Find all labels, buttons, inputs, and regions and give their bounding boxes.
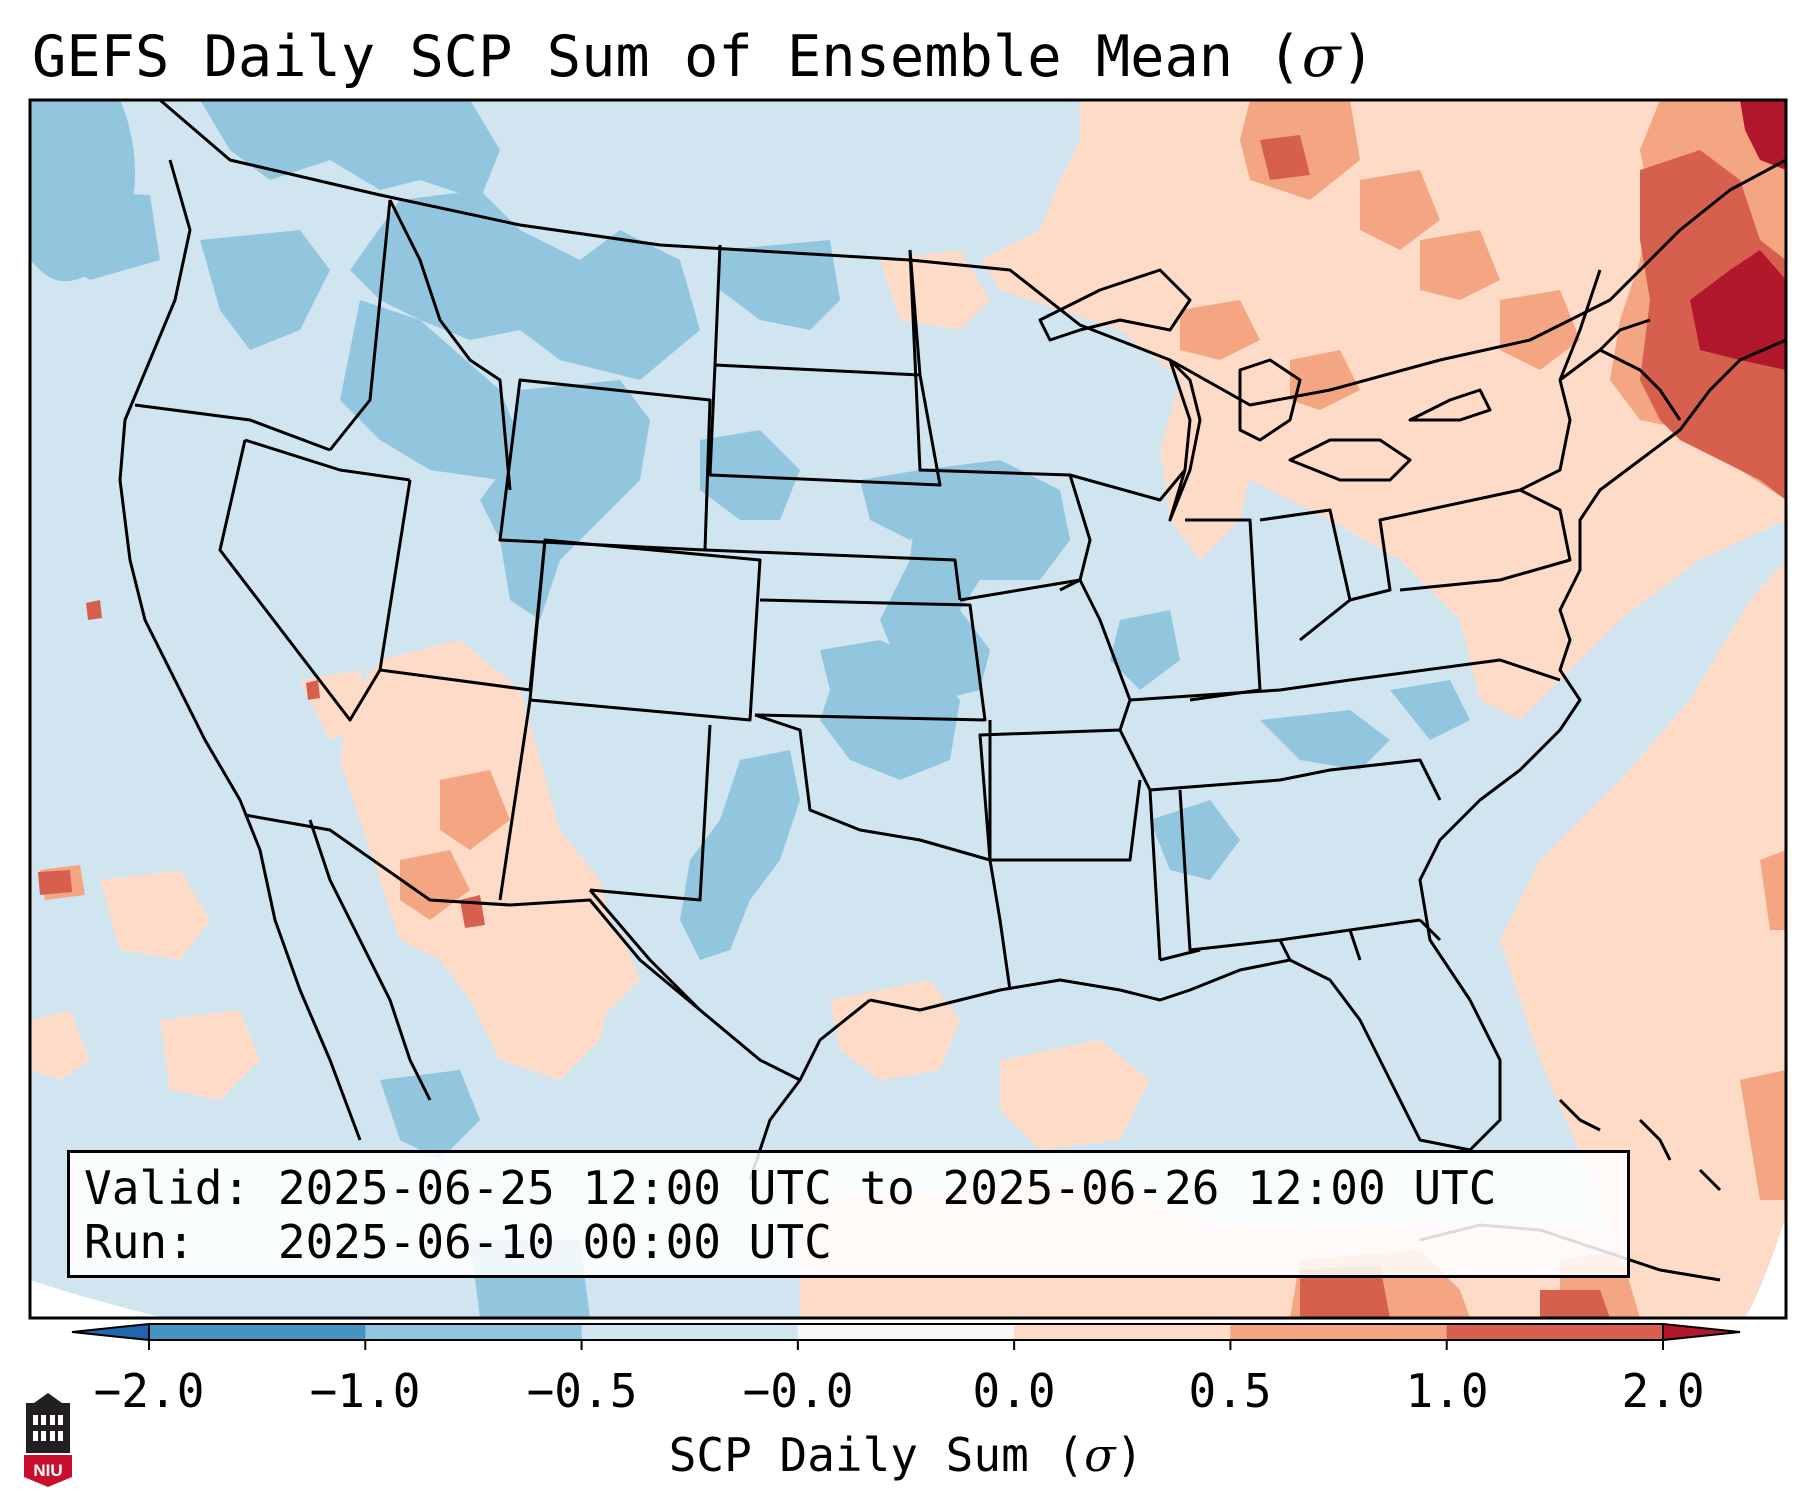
valid-line: Valid: 2025-06-25 12:00 UTC to 2025-06-2… [84,1161,1613,1215]
northeast-lines [1519,269,1682,492]
colorbar-tick-label: −0.5 [526,1364,638,1418]
map-frame [28,98,1788,1320]
california-nevada [244,438,411,482]
logo-text: NIU [33,1461,62,1480]
nebraska-kansas [704,548,987,722]
run-label: Run: [84,1215,195,1269]
colorbar-label-suffix: ) [1115,1428,1144,1482]
oregon-idaho [328,199,392,451]
colorbar-bin [581,1324,799,1340]
dakotas [708,244,942,487]
gulf-coast-states [1159,918,1442,962]
arizona-newmexico [498,699,712,902]
colorbar-tick-label: −1.0 [309,1364,421,1418]
colorbar-bin [1014,1324,1231,1340]
run-line: Run: 2025-06-10 00:00 UTC [84,1215,1613,1269]
colorbar-extend-low [71,1322,150,1342]
mexico-us-border [244,813,801,1082]
logo-shield [24,1455,72,1487]
gulf-coast [869,958,1502,1152]
colorbar-label-sigma: σ [1084,1428,1116,1482]
colorbar-bin [1230,1324,1448,1340]
texas-outline [588,859,1012,1012]
colorbar-tick-label: 1.0 [1405,1364,1489,1418]
valid-label: Valid: [84,1161,251,1215]
niu-logo: NIU [24,1393,72,1487]
extreme-positive-regions [1690,100,1786,370]
colorbar-ticks [148,1340,1664,1350]
colorbar-bin [1446,1324,1664,1340]
logo-windows [33,1415,63,1441]
map-panel [28,98,1788,1320]
colorbar-bin [149,1324,366,1340]
title-sigma: σ [1301,24,1341,90]
washington-oregon [134,403,331,452]
title-prefix: GEFS Daily SCP Sum of Ensemble Mean ( [32,24,1302,90]
colorbar-bin [365,1324,583,1340]
atlantic-coast [1418,338,1786,1001]
colorbar-axis-label: SCP Daily Sum (σ) [669,1428,1144,1482]
great-lakes [1038,268,1492,522]
run-value: 2025-06-10 00:00 UTC [277,1215,832,1269]
colorbar-tick-label: 0.5 [1188,1364,1272,1418]
colorbar-bins [149,1324,1664,1340]
idaho-montana [388,199,512,491]
colorbar [71,1322,1741,1350]
colorbar-tick-label: −0.0 [742,1364,854,1418]
colorbar-extend-high [1662,1322,1741,1342]
colorbar-tick-label: −2.0 [93,1364,205,1418]
colorbar-tick-label: 0.0 [972,1364,1056,1418]
valid-value: 2025-06-25 12:00 UTC to 2025-06-26 12:00… [277,1161,1497,1215]
chart-title: GEFS Daily SCP Sum of Ensemble Mean (σ) [32,22,1375,92]
logo-tower [26,1393,70,1453]
baja-coast [308,819,432,1101]
colorbar-label-prefix: SCP Daily Sum ( [668,1428,1085,1482]
colorbar-bin [797,1324,1015,1340]
title-suffix: ) [1340,24,1375,90]
colorbar-tick-label: 2.0 [1621,1364,1705,1418]
ohio-pennsylvania [1349,488,1572,602]
nevada-lines [218,439,412,722]
pacific-coastline [118,159,362,1141]
colorbar-outline [148,1323,1664,1341]
southeast-lines [1118,658,1561,961]
colorado-box [528,538,762,722]
valid-run-info-box: Valid: 2025-06-25 12:00 UTC to 2025-06-2… [67,1150,1630,1278]
